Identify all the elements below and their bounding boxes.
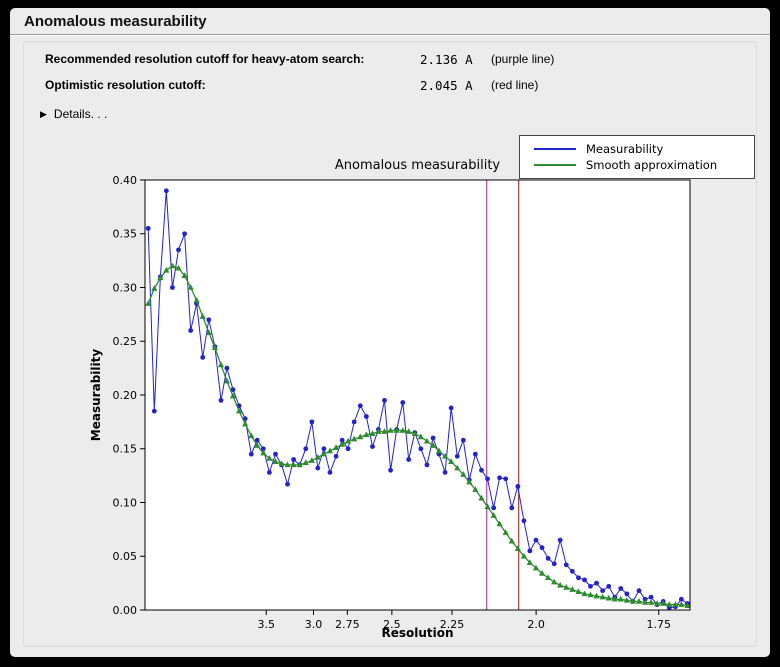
chart-canvas: 0.00 0.05 0.10 0.15 0.20 0.25 0.30 0.35 0.40 3.5 3…: [113, 174, 691, 631]
svg-text:0.25: 0.25: [113, 335, 138, 348]
svg-text:3.0: 3.0: [305, 618, 323, 631]
svg-text:2.5: 2.5: [383, 618, 401, 631]
legend-entry-smooth-approximation: Smooth approximation: [534, 157, 754, 173]
optimistic-cutoff-note: (red line): [491, 78, 539, 92]
optimistic-cutoff-value: 2.045 A: [420, 78, 473, 93]
svg-text:3.5: 3.5: [257, 618, 275, 631]
recommended-cutoff-note: (purple line): [491, 52, 555, 66]
recommended-cutoff-row: Recommended resolution cutoff for heavy-…: [10, 52, 770, 68]
y-axis-label: Measurability: [89, 348, 103, 442]
legend-line-measurability: [534, 148, 576, 150]
chart-title: Anomalous measurability: [334, 158, 501, 173]
optimistic-cutoff-row: Optimistic resolution cutoff: 2.045 A (r…: [10, 78, 770, 94]
legend-entry-measurability: Measurability: [534, 141, 754, 157]
content-frame: [23, 41, 757, 647]
legend-line-smooth-approximation: [534, 164, 576, 166]
svg-text:0.40: 0.40: [113, 174, 138, 187]
details-label: Details. . .: [53, 107, 108, 121]
panel-title: Anomalous measurability: [24, 13, 207, 30]
legend-label-smooth-approximation: Smooth approximation: [586, 158, 718, 172]
svg-text:2.0: 2.0: [527, 618, 545, 631]
recommended-cutoff-value: 2.136 A: [420, 52, 473, 67]
svg-text:0.15: 0.15: [113, 443, 138, 456]
svg-text:2.75: 2.75: [335, 618, 360, 631]
details-disclosure[interactable]: ▶ Details. . .: [40, 107, 107, 121]
svg-text:0.35: 0.35: [113, 228, 138, 241]
svg-text:2.25: 2.25: [440, 618, 465, 631]
svg-text:1.75: 1.75: [647, 618, 672, 631]
chart-legend: Measurability Smooth approximation: [519, 135, 755, 179]
header-divider: [10, 34, 770, 35]
measurability-chart: 0.00 0.05 0.10 0.15 0.20 0.25 0.30 0.35 0.40 3.5 3…: [10, 128, 770, 657]
svg-text:0.05: 0.05: [113, 550, 138, 563]
legend-label-measurability: Measurability: [586, 142, 664, 156]
recommended-cutoff-label: Recommended resolution cutoff for heavy-…: [45, 52, 365, 66]
svg-text:0.30: 0.30: [113, 281, 138, 294]
optimistic-cutoff-label: Optimistic resolution cutoff:: [45, 78, 206, 92]
disclosure-triangle-icon: ▶: [40, 109, 47, 119]
svg-text:0.00: 0.00: [113, 604, 138, 617]
x-axis-label: Resolution: [381, 626, 454, 640]
svg-text:0.20: 0.20: [113, 389, 138, 402]
svg-text:0.10: 0.10: [113, 496, 138, 509]
anomalous-measurability-panel: Anomalous measurability Recommended reso…: [10, 8, 770, 657]
